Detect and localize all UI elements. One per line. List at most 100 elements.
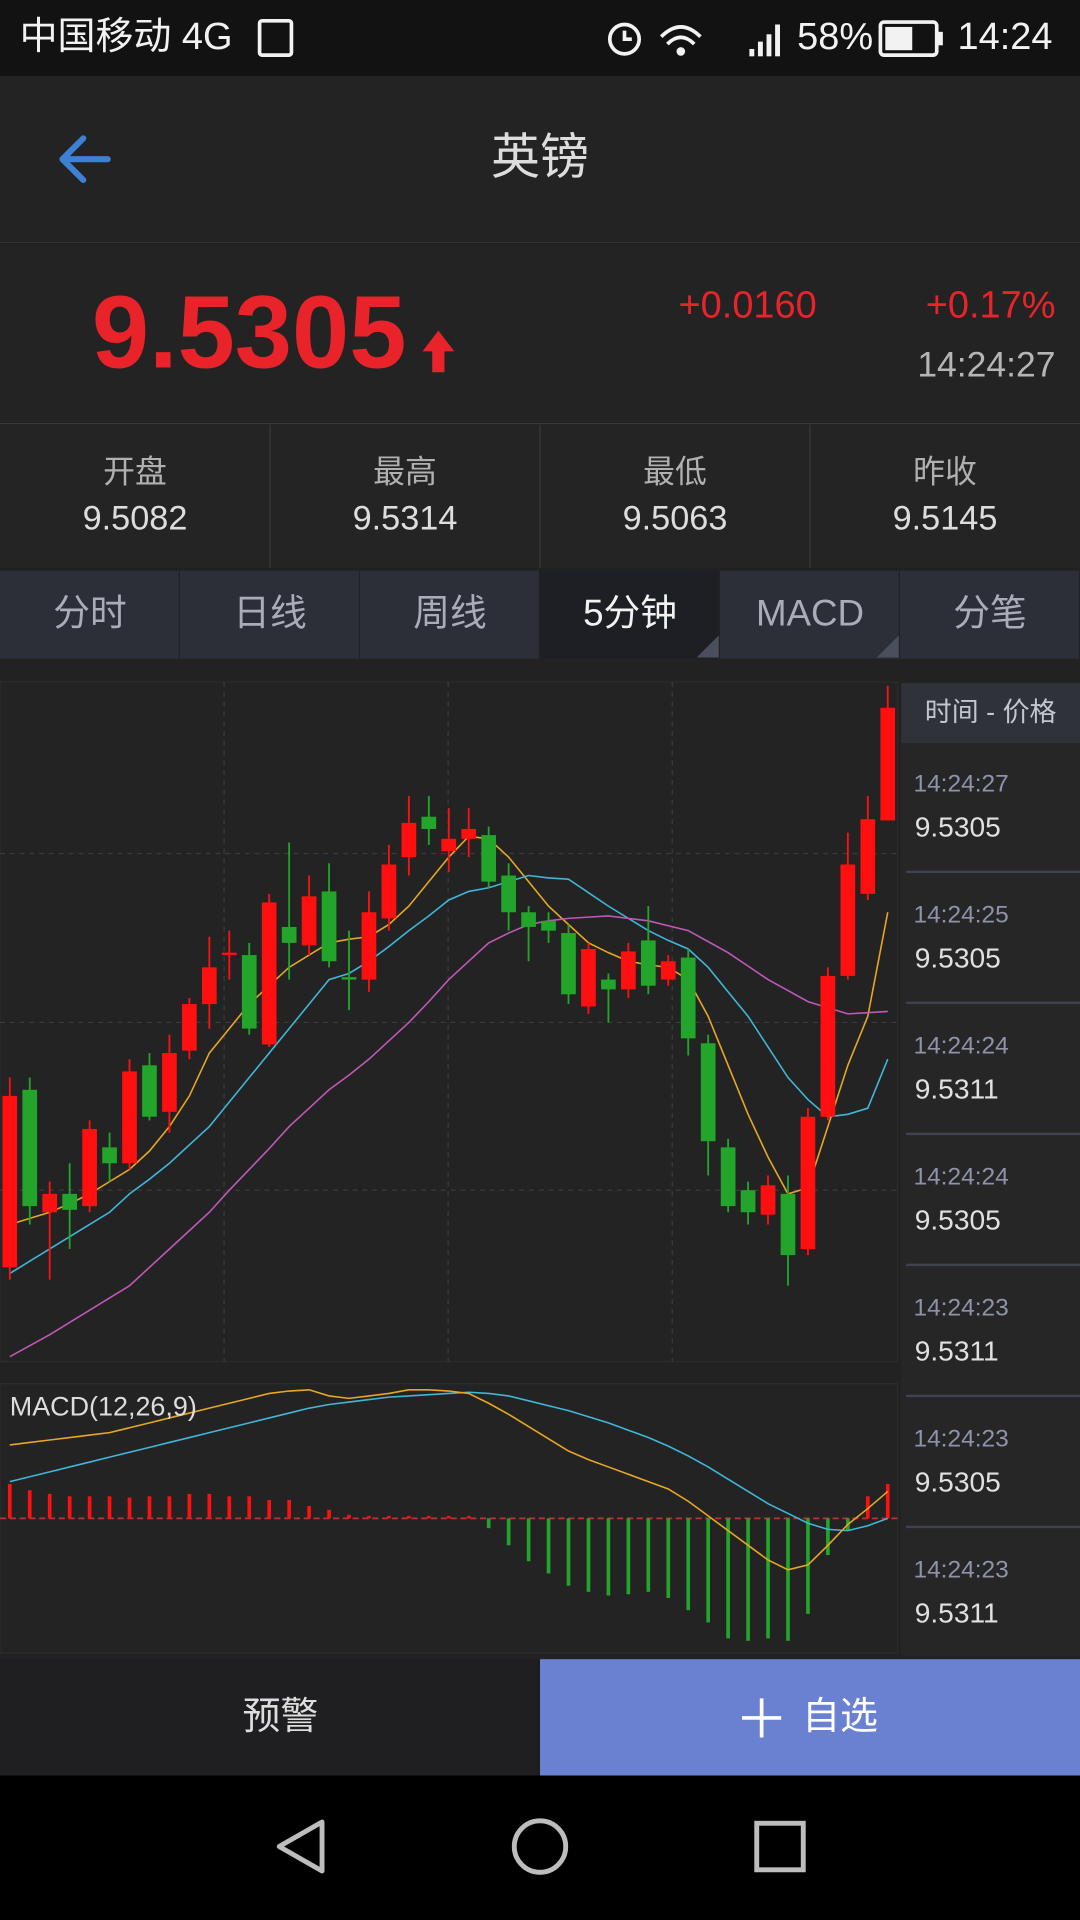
candle-body bbox=[700, 1043, 716, 1142]
macd-bar bbox=[826, 1518, 830, 1556]
tick-price: 9.5305 bbox=[915, 1204, 1001, 1235]
candle-body bbox=[561, 933, 576, 995]
candle-body bbox=[740, 1190, 756, 1213]
candle-body bbox=[341, 977, 357, 980]
macd-bar bbox=[566, 1518, 571, 1586]
macd-bar bbox=[407, 1515, 411, 1519]
tick-price: 9.5311 bbox=[915, 1598, 999, 1629]
ticks-title: 时间 - 价格 bbox=[925, 697, 1057, 727]
candle-body bbox=[201, 967, 217, 1005]
tab-dropdown-mark bbox=[696, 635, 719, 658]
macd-bar bbox=[27, 1490, 32, 1519]
tabs: 分时 日线 周线 5分钟 MACD 分笔 bbox=[0, 570, 1079, 659]
watch-button[interactable] bbox=[540, 1659, 1080, 1776]
macd-bar bbox=[506, 1518, 511, 1546]
macd-bar bbox=[746, 1518, 750, 1641]
candle-body bbox=[461, 828, 477, 839]
macd-bar bbox=[885, 1484, 890, 1519]
macd-bar bbox=[207, 1493, 212, 1519]
candle-body bbox=[760, 1185, 776, 1215]
signal-icon bbox=[749, 24, 780, 57]
stat-value: 9.5063 bbox=[623, 499, 728, 537]
candle-body bbox=[62, 1193, 78, 1210]
tab-dropdown-mark bbox=[876, 635, 899, 658]
tab[interactable] bbox=[180, 570, 359, 659]
nav-recents[interactable] bbox=[754, 1820, 806, 1873]
ticks-panel bbox=[901, 682, 1080, 1656]
tab-label: 周线 bbox=[413, 593, 486, 634]
tab[interactable] bbox=[900, 570, 1079, 659]
macd-bar bbox=[526, 1518, 531, 1562]
candle-body bbox=[2, 1095, 18, 1268]
macd-line bbox=[9, 1388, 889, 1571]
macd-bar bbox=[247, 1496, 252, 1519]
page-title: 英镑 bbox=[491, 130, 589, 184]
tick-price: 9.5305 bbox=[915, 942, 1001, 973]
macd-bar bbox=[865, 1496, 870, 1519]
stat-label: 最高 bbox=[373, 453, 437, 489]
tab[interactable] bbox=[540, 570, 719, 659]
macd-bar bbox=[606, 1518, 611, 1596]
tick-time: 14:24:27 bbox=[913, 770, 1008, 797]
ticks-list: 14:24:27 9.5305 14:24:25 9.5305 14:24:24 9.53… bbox=[906, 770, 1080, 1629]
macd-bar bbox=[327, 1509, 331, 1519]
candle-body bbox=[42, 1193, 58, 1213]
candle-body bbox=[640, 940, 656, 986]
candle-body bbox=[521, 912, 536, 927]
macd-bar bbox=[626, 1518, 631, 1595]
candle-body bbox=[840, 864, 856, 976]
candle-body bbox=[501, 875, 516, 913]
macd-bar bbox=[786, 1518, 790, 1641]
ticks-header bbox=[901, 683, 1080, 744]
macd-bar bbox=[686, 1518, 691, 1611]
alert-label: 预警 bbox=[242, 1696, 318, 1738]
macd-bar bbox=[347, 1514, 351, 1519]
back-button[interactable] bbox=[59, 135, 111, 184]
tick-price: 9.5311 bbox=[915, 1335, 999, 1366]
candle-body bbox=[381, 864, 397, 919]
tab[interactable] bbox=[360, 570, 539, 659]
candle-body bbox=[421, 816, 437, 829]
tick-price: 9.5311 bbox=[915, 1073, 999, 1104]
candle-body bbox=[281, 926, 297, 943]
macd-bar bbox=[806, 1518, 810, 1614]
header-bar bbox=[0, 75, 1080, 243]
ma-line bbox=[9, 915, 888, 1358]
nav-bar bbox=[0, 1775, 1080, 1920]
tab[interactable] bbox=[720, 570, 899, 659]
tick-time: 14:24:23 bbox=[913, 1556, 1008, 1583]
candle-body bbox=[860, 819, 876, 894]
candle-body bbox=[241, 955, 257, 1029]
nav-home[interactable] bbox=[511, 1818, 569, 1875]
tab[interactable] bbox=[0, 570, 179, 659]
macd-bar bbox=[87, 1496, 92, 1519]
tick-price: 9.5305 bbox=[915, 1467, 1001, 1498]
carrier: 中国移动 4G bbox=[20, 16, 233, 58]
tick-time: 14:24:25 bbox=[913, 901, 1008, 928]
macd-bar bbox=[167, 1496, 172, 1519]
stat-value: 9.5145 bbox=[893, 499, 998, 537]
macd-bar bbox=[387, 1515, 391, 1519]
macd-bar bbox=[466, 1515, 471, 1519]
macd-bar bbox=[47, 1493, 52, 1519]
macd-line bbox=[9, 1391, 889, 1532]
tick-time: 14:24:23 bbox=[913, 1294, 1008, 1321]
macd-bar bbox=[7, 1484, 12, 1519]
candle-body bbox=[820, 975, 836, 1117]
macd-bar bbox=[646, 1518, 651, 1592]
candle-body bbox=[122, 1071, 137, 1164]
tick-time: 14:24:24 bbox=[913, 1032, 1008, 1059]
candle-body bbox=[361, 912, 377, 980]
candle-body bbox=[601, 979, 616, 990]
tab-label: 5分钟 bbox=[583, 593, 677, 634]
nav-back[interactable] bbox=[276, 1819, 325, 1874]
macd-bar bbox=[187, 1493, 192, 1519]
alert-button[interactable] bbox=[0, 1659, 539, 1776]
candle-body bbox=[221, 952, 237, 956]
macd-bar bbox=[367, 1515, 371, 1519]
macd-bar bbox=[446, 1515, 451, 1519]
tab-label: 分时 bbox=[53, 593, 126, 634]
macd-bar bbox=[586, 1518, 591, 1592]
